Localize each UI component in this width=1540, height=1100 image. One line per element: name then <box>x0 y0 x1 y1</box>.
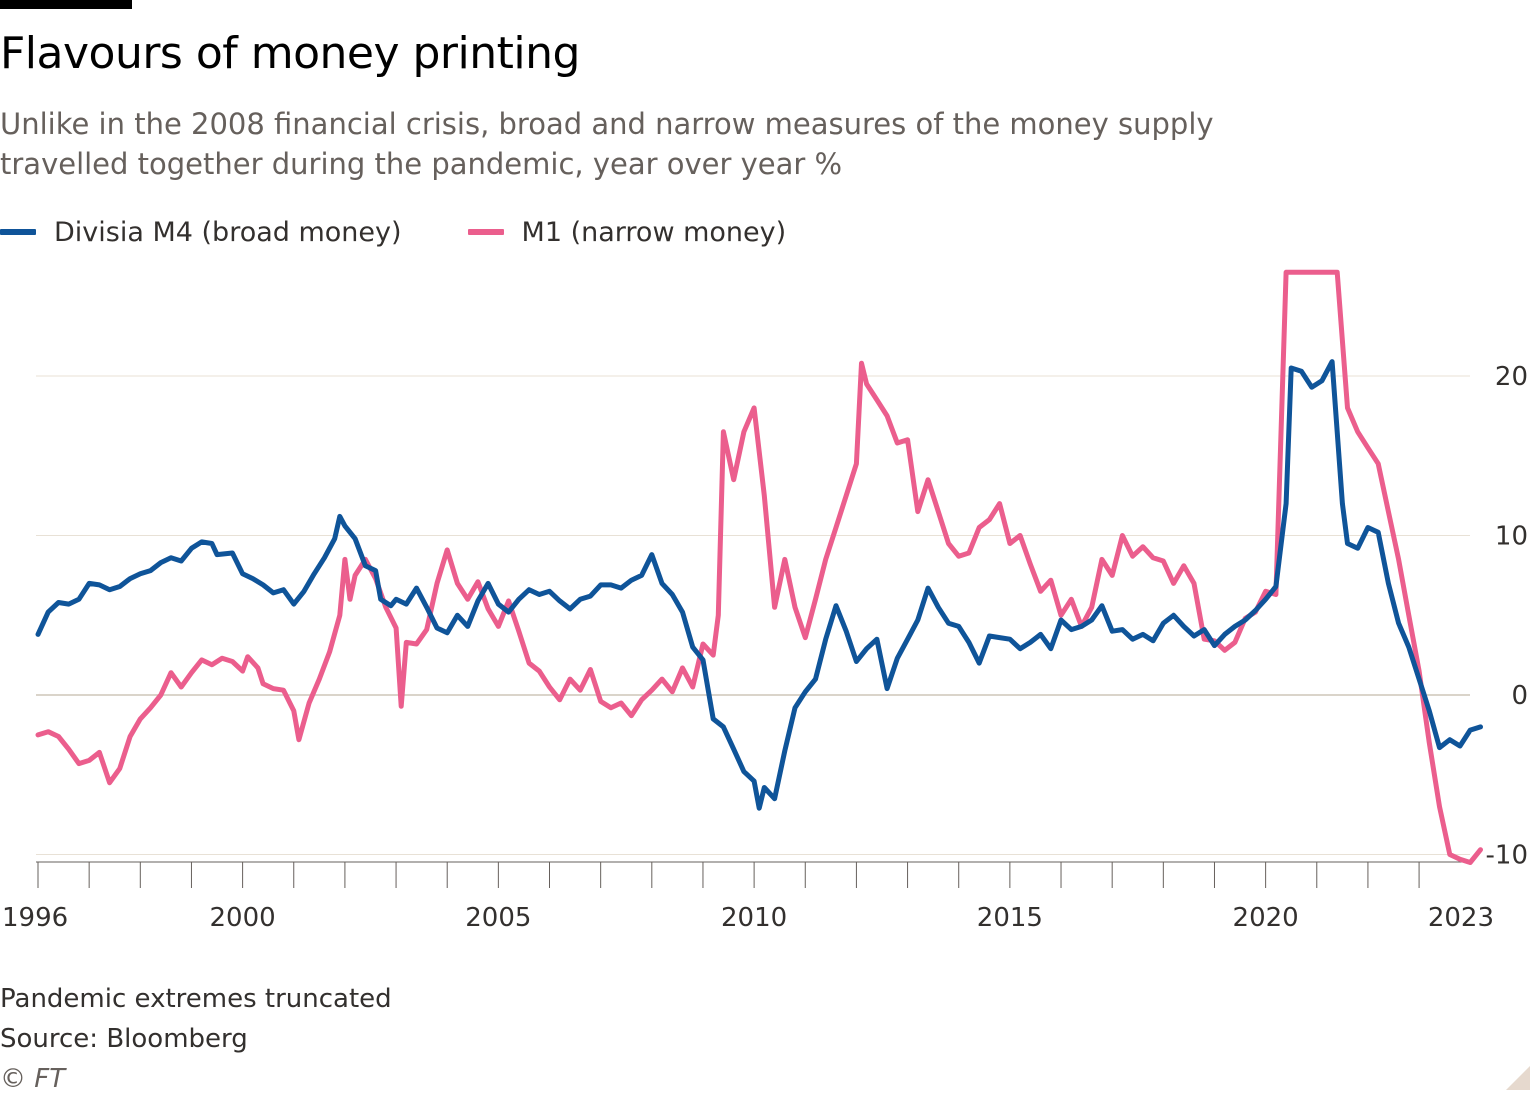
copyright: © FT <box>0 1064 66 1094</box>
x-tick-label-2015: 2015 <box>977 903 1043 933</box>
legend-swatch-m1 <box>467 229 504 235</box>
x-tick-label-2020: 2020 <box>1233 903 1299 933</box>
legend-swatch-m4 <box>0 229 36 235</box>
series-line-m4 <box>35 359 1483 811</box>
y-tick-label-0: 0 <box>1511 681 1528 711</box>
x-tick-label-2000: 2000 <box>210 903 276 933</box>
source-note: Source: Bloomberg <box>0 1024 248 1054</box>
x-tick-label-1996: 1996 <box>2 903 68 933</box>
legend-label-m4: Divisia M4 (broad money) <box>54 216 402 248</box>
legend-label-m1: M1 (narrow money) <box>521 216 787 248</box>
x-tick-label-2005: 2005 <box>465 903 531 933</box>
series-line-m1 <box>35 269 1483 865</box>
y-tick-label--10: -10 <box>1486 841 1528 871</box>
x-tick-label-2010: 2010 <box>721 903 787 933</box>
x-tick-label-2023: 2023 <box>1428 903 1494 933</box>
footnote: Pandemic extremes truncated <box>0 984 392 1014</box>
legend-item-m4: Divisia M4 (broad money) <box>0 217 402 248</box>
corner-fold-icon <box>1506 1066 1530 1090</box>
legend-item-m1: M1 (narrow money) <box>467 216 787 248</box>
legend: Divisia M4 (broad money) M1 (narrow mone… <box>0 212 852 252</box>
y-tick-label-20: 20 <box>1495 362 1528 392</box>
chart-title: Flavours of money printing <box>0 28 580 79</box>
y-tick-label-10: 10 <box>1495 522 1528 552</box>
chart-subtitle: Unlike in the 2008 financial crisis, bro… <box>0 107 1214 181</box>
ft-top-bar <box>0 0 132 9</box>
